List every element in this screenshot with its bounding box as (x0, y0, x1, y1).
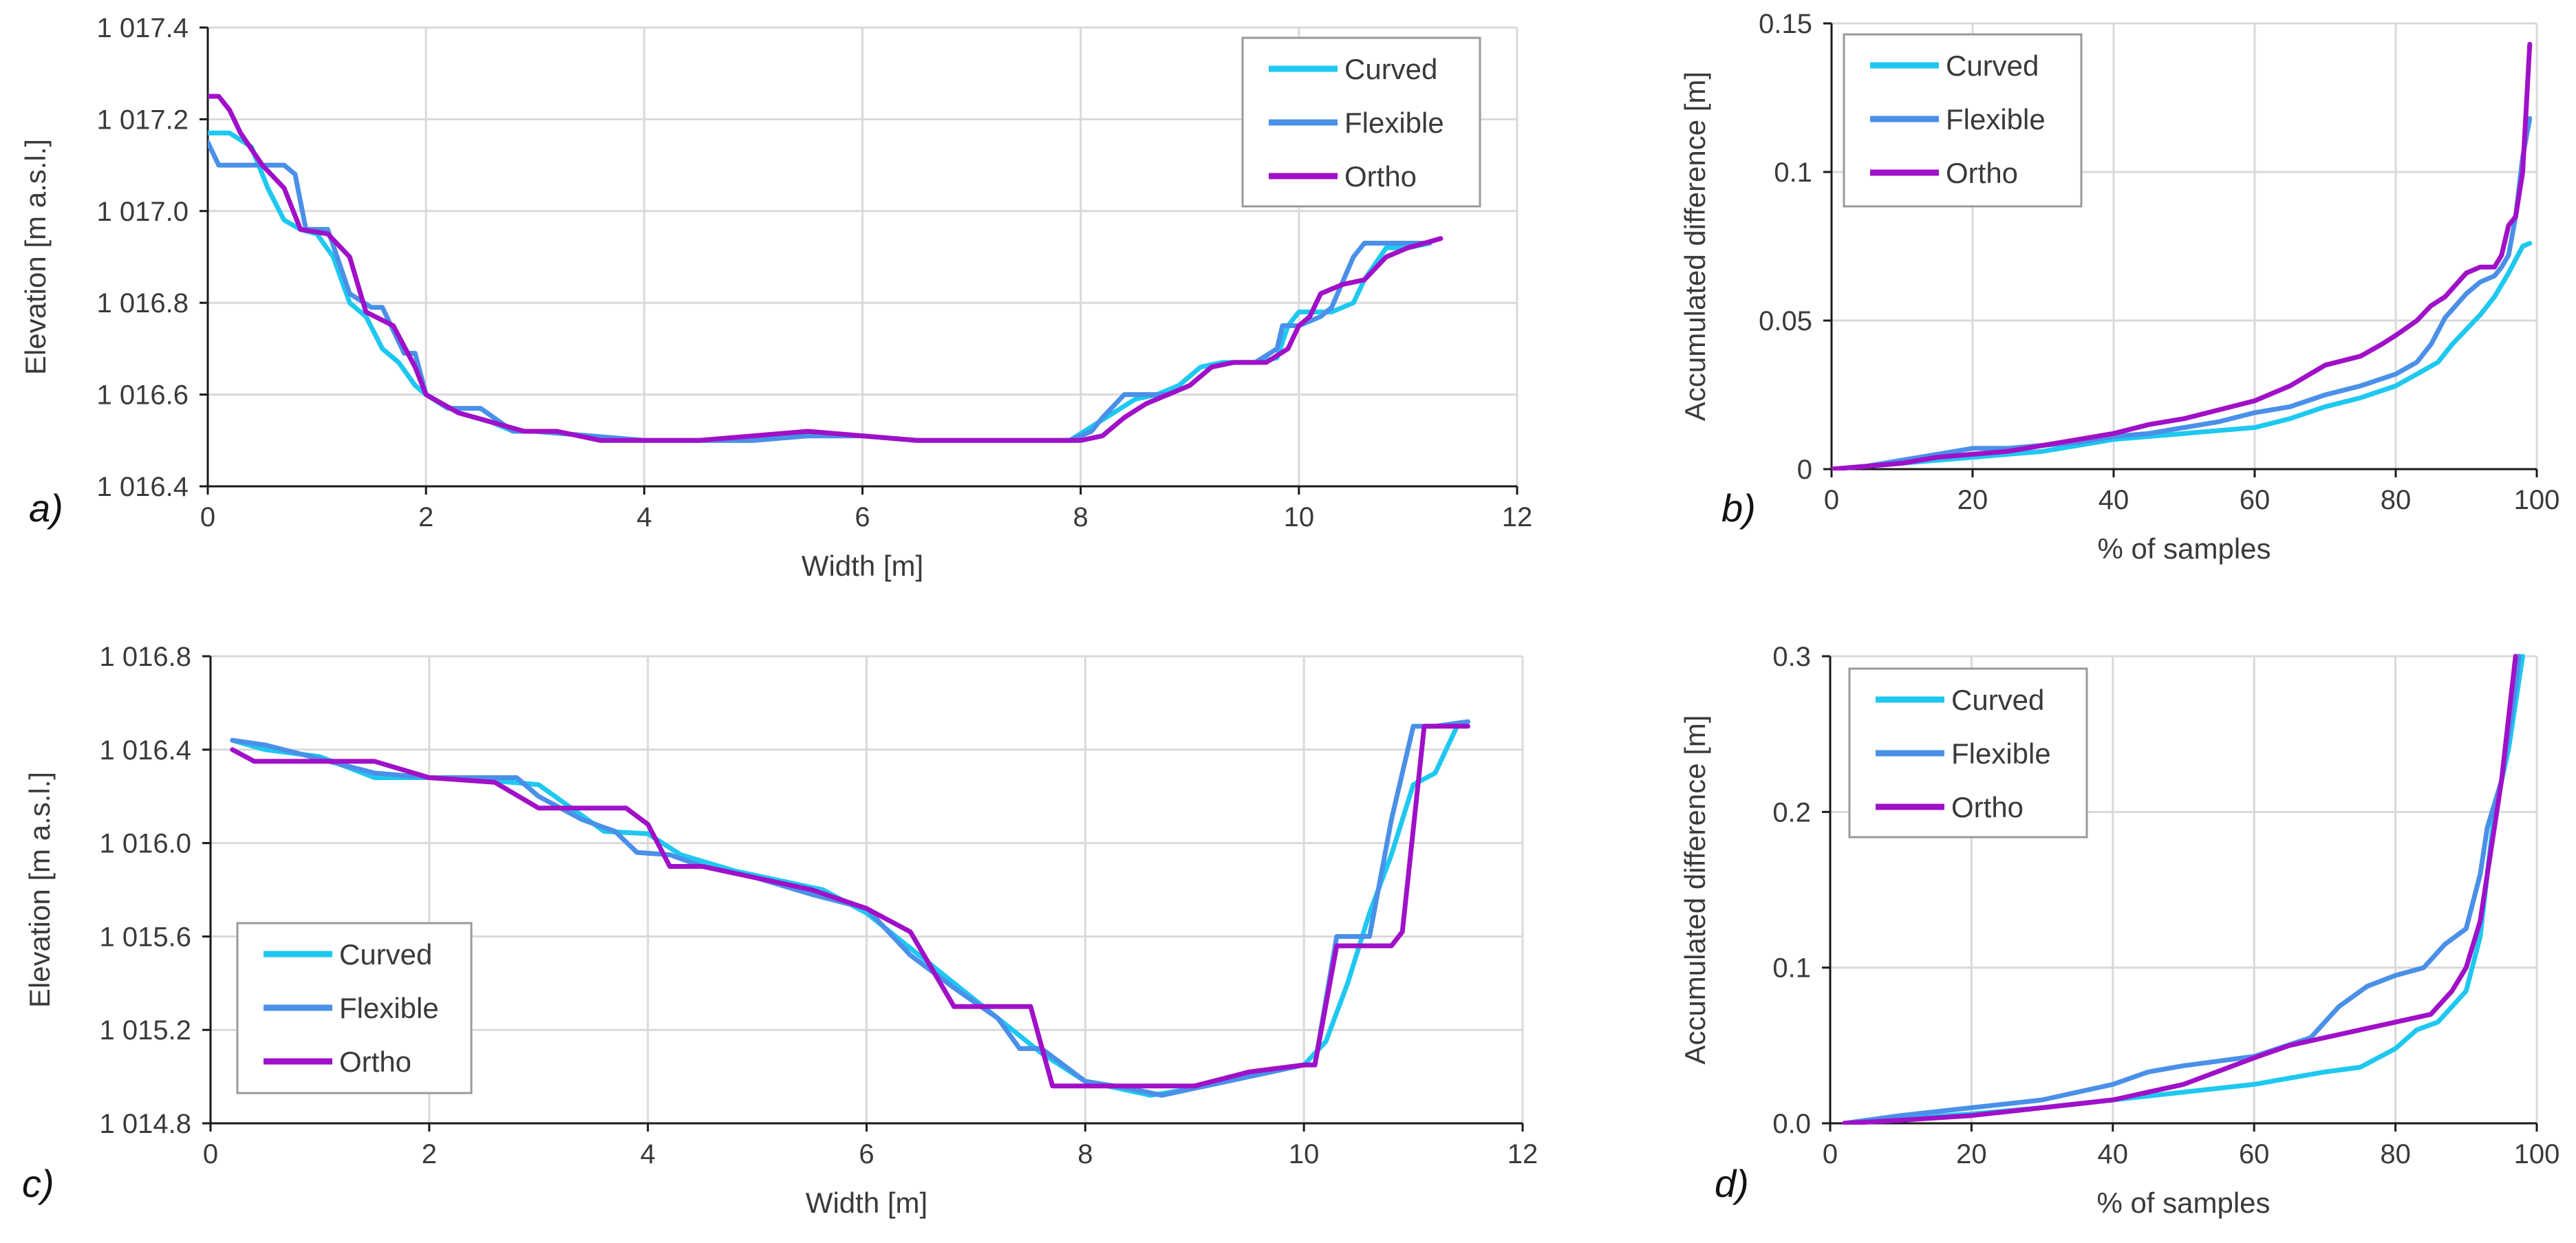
x-tick-label: 10 (1289, 1139, 1320, 1169)
y-tick-label: 1 016.4 (97, 472, 189, 502)
x-axis-title: Width [m] (806, 1187, 927, 1219)
y-tick-label: 1 015.2 (100, 1015, 191, 1046)
series-line-flexible (1832, 116, 2533, 471)
x-tick-label: 100 (2514, 485, 2560, 515)
y-tick-label: 0 (1797, 455, 1812, 485)
y-tick-label: 0.3 (1772, 642, 1811, 672)
y-tick-label: 1 017.4 (97, 13, 189, 43)
x-tick-label: 40 (2098, 1139, 2129, 1169)
y-axis-title: Elevation [m a.s.l.] (19, 139, 52, 375)
series-line-ortho (208, 94, 1443, 443)
legend-label: Curved (339, 938, 432, 971)
legend: Curved Flexible Ortho (236, 922, 473, 1094)
x-axis-title: % of samples (2097, 532, 2271, 565)
x-tick-label: 0 (203, 1139, 218, 1169)
y-tick-label: 1 016.8 (100, 642, 191, 672)
x-tick-label: 0 (200, 502, 215, 532)
panel-label: c) (22, 1162, 54, 1205)
x-tick-label: 60 (2240, 485, 2271, 515)
x-tick-label: 60 (2239, 1139, 2270, 1169)
x-tick-label: 4 (641, 1139, 656, 1169)
x-tick-label: 4 (636, 502, 652, 532)
x-tick-label: 2 (418, 502, 433, 532)
legend-label: Curved (1946, 50, 2039, 82)
panel-label: d) (1715, 1162, 1749, 1205)
series-line-curved (1832, 241, 2533, 471)
x-tick-label: 40 (2099, 485, 2129, 515)
legend-label: Ortho (1344, 160, 1417, 193)
y-tick-label: 1 015.6 (100, 922, 191, 952)
legend-label: Flexible (1951, 737, 2051, 770)
chart-panel-c: 0 2 4 6 8 10 12 1 014.8 1 015.2 1 015.6 1 016.0 1 0… (22, 642, 1538, 1219)
x-tick-label: 10 (1284, 502, 1315, 532)
x-tick-label: 80 (2381, 485, 2412, 515)
y-axis-title: Accumulated difference [m] (1679, 72, 1711, 421)
legend-label: Curved (1951, 684, 2044, 716)
y-tick-label: 0.15 (1759, 9, 1812, 39)
legend-label: Flexible (1344, 107, 1444, 139)
legend: Curved Flexible Ortho (1241, 36, 1481, 208)
x-tick-label: 20 (1956, 1139, 1987, 1169)
legend: Curved Flexible Ortho (1848, 667, 2088, 839)
legend-label: Flexible (1946, 103, 2046, 136)
x-tick-label: 6 (855, 502, 870, 532)
y-tick-label: 1 016.8 (97, 288, 189, 318)
x-tick-label: 80 (2380, 1139, 2411, 1169)
series-line-ortho (1832, 41, 2533, 471)
y-axis-title: Accumulated difference [m] (1679, 715, 1711, 1064)
panel-label: b) (1721, 486, 1756, 530)
y-tick-label: 1 017.2 (97, 105, 189, 135)
x-tick-label: 0 (1823, 1139, 1838, 1169)
chart-panel-b: 0 20 40 60 80 100 0 0.05 0.1 0.15 % of samples Accu… (1679, 9, 2559, 565)
y-tick-label: 0.0 (1772, 1109, 1811, 1139)
legend-label: Ortho (1951, 791, 2024, 823)
x-tick-label: 20 (1957, 485, 1988, 515)
panel-label: a) (29, 486, 63, 530)
y-axis-title: Elevation [m a.s.l.] (23, 772, 56, 1008)
y-tick-label: 1 017.0 (97, 197, 189, 227)
x-tick-label: 2 (422, 1139, 437, 1169)
x-axis-title: Width [m] (802, 550, 923, 582)
chart-panel-d: 0 20 40 60 80 100 0.0 0.1 0.2 0.3 % of samples Accu… (1679, 642, 2559, 1219)
y-tick-label: 1 016.6 (97, 380, 189, 411)
x-tick-label: 8 (1073, 502, 1088, 532)
y-tick-label: 0.05 (1759, 306, 1812, 336)
x-tick-label: 6 (859, 1139, 874, 1169)
legend: Curved Flexible Ortho (1843, 33, 2083, 208)
x-tick-label: 100 (2514, 1139, 2560, 1169)
x-tick-label: 8 (1077, 1139, 1093, 1169)
series-line-ortho (230, 724, 1470, 1089)
y-tick-label: 0.2 (1772, 797, 1811, 828)
legend-label: Curved (1344, 53, 1437, 85)
legend-label: Ortho (339, 1046, 411, 1078)
y-tick-label: 0.1 (1774, 158, 1812, 188)
x-axis-title: % of samples (2096, 1187, 2270, 1219)
y-tick-label: 1 014.8 (100, 1109, 191, 1139)
chart-panel-a: 0 2 4 6 8 10 12 1 016.4 1 016.6 1 016.8 1 017.0 1 0… (19, 13, 1532, 582)
legend-label: Flexible (339, 992, 439, 1024)
x-tick-label: 0 (1824, 485, 1839, 515)
y-tick-label: 0.1 (1772, 953, 1811, 984)
series-line-ortho (1842, 653, 2518, 1125)
x-tick-label: 12 (1507, 1139, 1538, 1169)
legend-label: Ortho (1946, 157, 2018, 189)
x-tick-label: 12 (1502, 502, 1533, 532)
y-tick-label: 1 016.0 (100, 829, 191, 859)
y-tick-label: 1 016.4 (100, 735, 191, 766)
